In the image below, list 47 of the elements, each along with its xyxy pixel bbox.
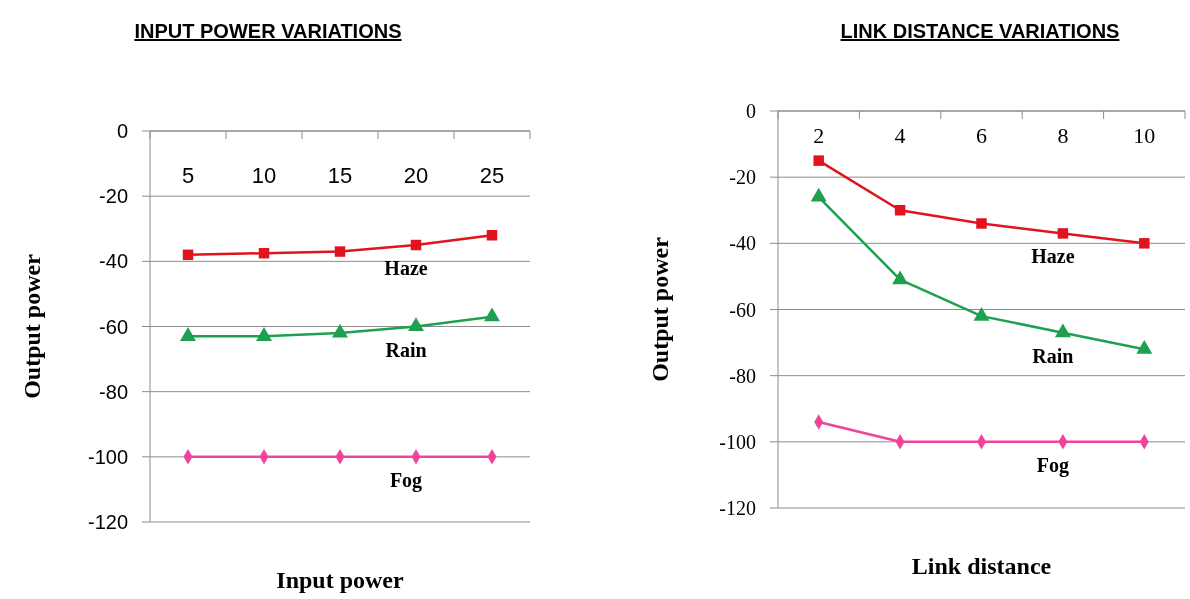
series-label: Fog (389, 468, 423, 492)
y-tick-label: -40 (99, 250, 128, 273)
x-tick-label: 15 (327, 163, 353, 188)
chart-title: LINK DISTANCE VARIATIONS (840, 20, 1120, 42)
y-tick-label: 0 (746, 100, 756, 122)
point (976, 218, 987, 229)
y-tick-label: -20 (729, 166, 756, 189)
series-label: Fog (1036, 453, 1070, 477)
point (410, 239, 422, 251)
y-tick-label: -80 (729, 364, 756, 387)
point (182, 249, 194, 261)
x-tick-label: 8 (1057, 123, 1069, 148)
point (813, 155, 824, 166)
point (408, 317, 424, 332)
series-label: Rain (385, 338, 427, 361)
point (334, 246, 346, 257)
y-tick-label: -20 (99, 185, 128, 208)
y-tick-label: -100 (87, 445, 128, 468)
x-tick-label: 4 (894, 123, 906, 148)
x-axis-title: Link distance (911, 553, 1052, 579)
x-axis-title: Input power (276, 567, 405, 593)
series-label: Haze (384, 257, 428, 280)
x-tick-label: 6 (976, 123, 987, 148)
chart-title: INPUT POWER VARIATIONS (134, 20, 402, 42)
x-tick-label: 10 (1133, 123, 1156, 148)
y-tick-label: -40 (729, 232, 756, 255)
y-tick-label: -120 (87, 511, 128, 533)
point (486, 230, 498, 241)
y-tick-label: 0 (116, 120, 128, 142)
y-axis-title: Output power (647, 236, 673, 382)
y-tick-label: -60 (729, 298, 756, 321)
series-label: Rain (1032, 344, 1074, 367)
y-tick-label: -120 (719, 497, 756, 519)
x-tick-label: 10 (251, 163, 277, 188)
point (258, 247, 270, 259)
x-tick-label: 25 (479, 163, 505, 188)
point (1139, 238, 1150, 249)
x-tick-label: 20 (403, 163, 429, 188)
y-tick-label: -100 (719, 430, 756, 453)
y-tick-label: -80 (99, 380, 128, 403)
point (894, 205, 906, 216)
x-tick-label: 5 (181, 163, 195, 188)
series-label: Haze (1031, 245, 1075, 268)
x-tick-label: 2 (813, 123, 825, 148)
y-tick-label: -60 (99, 315, 128, 338)
y-axis-title: Output power (19, 253, 45, 399)
point (1057, 228, 1069, 239)
